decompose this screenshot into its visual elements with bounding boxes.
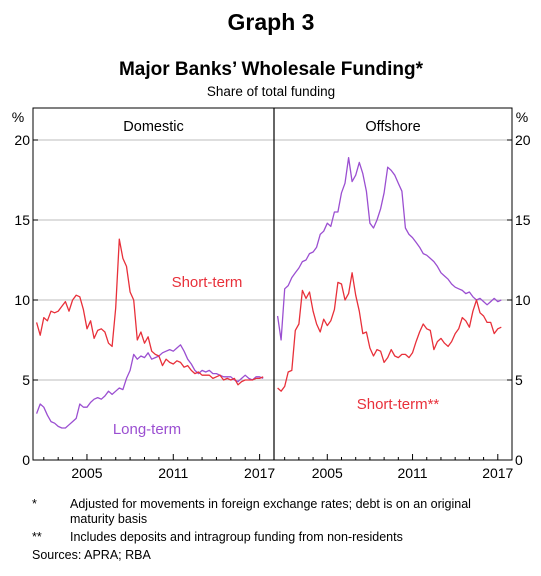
axes xyxy=(32,107,513,461)
footnote-1: * Adjusted for movements in foreign exch… xyxy=(32,497,512,527)
graph-label: Graph 3 xyxy=(228,9,315,35)
series-label-domestic-long-term: Long-term xyxy=(113,421,181,438)
y-tick-label-right-15: 15 xyxy=(515,212,531,228)
x-tick-label-offshore-1: 2011 xyxy=(397,465,427,481)
x-tick-label-offshore-2: 2017 xyxy=(482,465,513,481)
footnote-1-mark: * xyxy=(32,497,37,511)
y-tick-label-right-20: 20 xyxy=(515,132,531,148)
series-line-offshore-short-term xyxy=(277,272,502,392)
chart-subtitle: Share of total funding xyxy=(207,84,335,99)
gridlines xyxy=(33,139,512,381)
footnote-1-text: Adjusted for movements in foreign exchan… xyxy=(70,497,471,526)
series-layer xyxy=(35,156,502,429)
y-tick-label-left-5: 5 xyxy=(22,372,30,388)
series-label-offshore-short-term: Short-term** xyxy=(357,396,440,413)
series-line-offshore-long-term xyxy=(276,156,502,341)
series-line-domestic-long-term xyxy=(35,344,264,429)
y-tick-label-right-0: 0 xyxy=(515,452,523,468)
panel-title-offshore: Offshore xyxy=(365,119,420,135)
y-tick-label-left-0: 0 xyxy=(22,452,30,468)
panel-title-domestic: Domestic xyxy=(123,119,183,135)
x-tick-label-domestic-1: 2011 xyxy=(158,465,188,481)
x-tick-label-domestic-0: 2005 xyxy=(71,465,102,481)
plot-frame xyxy=(32,107,513,461)
sources: Sources: APRA; RBA xyxy=(32,548,151,562)
chart: Graph 3 Major Banks’ Wholesale Funding* … xyxy=(12,9,531,481)
footnotes: * Adjusted for movements in foreign exch… xyxy=(32,497,512,563)
y-unit-right: % xyxy=(516,109,528,125)
footnote-2-text: Includes deposits and intragroup funding… xyxy=(70,530,403,544)
x-tick-label-domestic-2: 2017 xyxy=(244,465,275,481)
y-tick-label-right-5: 5 xyxy=(515,372,523,388)
y-tick-label-right-10: 10 xyxy=(515,292,531,308)
chart-title: Major Banks’ Wholesale Funding* xyxy=(119,59,424,80)
footnote-2: ** Includes deposits and intragroup fund… xyxy=(32,530,512,545)
series-line-domestic-short-term xyxy=(35,238,264,386)
y-unit-left: % xyxy=(12,109,24,125)
footnote-2-mark: ** xyxy=(32,530,42,544)
y-tick-label-left-20: 20 xyxy=(14,132,30,148)
y-tick-label-left-15: 15 xyxy=(14,212,30,228)
y-tick-label-left-10: 10 xyxy=(14,292,30,308)
series-label-domestic-short-term: Short-term xyxy=(172,274,243,291)
x-tick-label-offshore-0: 2005 xyxy=(312,465,343,481)
